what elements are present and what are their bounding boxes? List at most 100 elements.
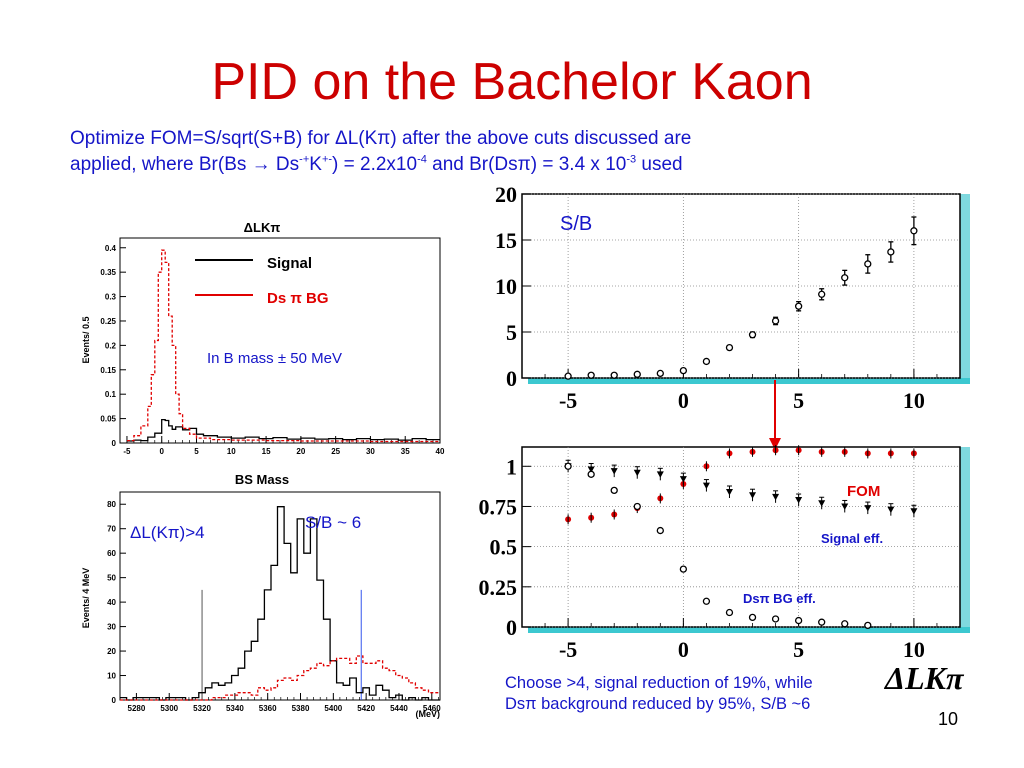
data-point — [702, 357, 711, 366]
subtitle-sup: -4 — [417, 153, 427, 166]
conclusion-line1: Choose >4, signal reduction of 19%, whil… — [505, 674, 813, 692]
sb-annotation: S/B ~ 6 — [305, 513, 361, 532]
x-tick-label: 5420 — [357, 704, 375, 713]
subtitle-sup: +- — [321, 153, 333, 166]
x-tick-label: 5460 — [423, 704, 441, 713]
histogram-bg-series — [120, 655, 440, 701]
sb-plot-label: S/B — [560, 213, 592, 235]
data-point — [794, 302, 803, 310]
connector-arrow — [769, 380, 781, 450]
y-tick-label: 40 — [107, 598, 116, 607]
data-point — [841, 620, 849, 628]
x-tick-label: 20 — [296, 447, 305, 456]
page-number: 10 — [938, 709, 959, 729]
data-point — [564, 462, 572, 470]
y-tick-label: 0 — [112, 439, 117, 448]
frame-shadow — [960, 447, 970, 627]
x-tick-label: 5 — [793, 637, 804, 662]
legend-signal-label: Signal — [267, 255, 312, 272]
frame-shadow — [528, 627, 970, 633]
plot-frame — [521, 446, 961, 628]
conclusion-text: Choose >4, signal reduction of 19%, whil… — [505, 673, 813, 715]
legend-bg-label: Ds π BG — [267, 290, 329, 307]
x-tick-label: 10 — [903, 388, 925, 413]
data-point — [771, 615, 780, 623]
x-tick-label: 5360 — [259, 704, 277, 713]
data-point — [748, 613, 757, 622]
chart-title: ΔLKπ — [244, 220, 281, 235]
x-tick-label: 30 — [366, 447, 375, 456]
y-tick-label: 0.5 — [490, 535, 518, 560]
data-point — [587, 470, 595, 478]
y-tick-label: 10 — [495, 274, 517, 299]
y-tick-label: 0.05 — [100, 415, 116, 424]
y-tick-label: 70 — [107, 525, 116, 534]
y-tick-label: 30 — [107, 623, 116, 632]
x-tick-label: -5 — [559, 388, 577, 413]
y-tick-label: 0.75 — [479, 494, 518, 519]
x-tick-label: 5320 — [193, 704, 211, 713]
subtitle-sup: -+ — [299, 153, 310, 166]
signal-eff-label: Signal eff. — [821, 531, 883, 546]
x-tick-label: 10 — [903, 637, 925, 662]
bs-mass-histogram-chart: BS Mass Events/ 4 MeV 0 10 20 30 40 50 60 70 80 5… — [81, 472, 441, 719]
sb-vs-cut-chart: -5 0 5 10 0 5 10 15 20 S/B — [495, 185, 970, 413]
data-point — [656, 526, 664, 535]
frame-shadow — [528, 378, 970, 384]
data-point — [633, 502, 641, 511]
subtitle-part: K — [309, 154, 322, 175]
fom-x-axis-label: ΔLKπ — [885, 660, 964, 696]
data-point — [679, 565, 688, 573]
y-tick-label: 15 — [495, 228, 517, 253]
frame-shadow — [960, 194, 970, 378]
subtitle-part: ) = 2.2x10 — [332, 154, 418, 175]
x-tick-label: 5440 — [390, 704, 408, 713]
x-tick-label: 5380 — [292, 704, 310, 713]
y-tick-label: 1 — [506, 454, 517, 479]
y-tick-label: 0 — [506, 615, 517, 640]
y-tick-label: 0.25 — [479, 575, 518, 600]
data-point — [610, 486, 618, 495]
data-point — [587, 371, 595, 379]
y-tick-label: 5 — [506, 320, 517, 345]
x-tick-label: 35 — [401, 447, 410, 456]
y-tick-label: 0 — [506, 366, 517, 391]
y-tick-label: 0.15 — [100, 366, 116, 375]
y-tick-label: 10 — [107, 672, 116, 681]
x-tick-label: 0 — [160, 447, 165, 456]
data-point — [771, 317, 780, 325]
x-tick-label: 25 — [331, 447, 340, 456]
x-tick-label: 5340 — [226, 704, 244, 713]
cut-annotation: ΔL(Kπ)>4 — [130, 523, 205, 542]
subtitle-line2: applied, where Br(Bs → Ds-+K+-) = 2.2x10… — [70, 154, 683, 176]
data-point — [656, 369, 664, 378]
data-point — [864, 621, 872, 630]
histogram-signal-series — [127, 418, 440, 442]
y-tick-label: 50 — [107, 574, 116, 583]
x-tick-label: -5 — [123, 447, 131, 456]
y-tick-label: 60 — [107, 549, 116, 558]
data-point — [887, 248, 895, 256]
mass-window-annotation: In B mass ± 50 MeV — [207, 350, 342, 367]
fom-label: FOM — [847, 483, 880, 500]
data-point — [679, 366, 688, 375]
y-tick-label: 0.2 — [105, 341, 117, 350]
x-tick-label: 5400 — [324, 704, 342, 713]
y-axis-label: Events/ 0.5 — [81, 316, 91, 363]
data-point — [725, 608, 734, 617]
y-axis-label: Events/ 4 MeV — [81, 568, 91, 629]
dlk-histogram-chart: ΔLKπ Events/ 0.5 0 0.05 0.1 0.15 0.2 0.25 0.3 0… — [81, 220, 445, 456]
data-point — [564, 372, 572, 380]
y-tick-label: 20 — [495, 185, 517, 207]
x-tick-label: 5280 — [128, 704, 146, 713]
plot-frame — [119, 237, 441, 444]
data-point — [633, 370, 641, 378]
y-tick-label: 80 — [107, 500, 116, 509]
x-axis-label: (MeV) — [416, 709, 441, 719]
x-tick-label: 15 — [262, 447, 271, 456]
x-tick-label: 5 — [793, 388, 804, 413]
y-tick-label: 0.25 — [100, 317, 116, 326]
data-point — [864, 260, 872, 268]
subtitle-part: used — [636, 154, 683, 175]
y-tick-label: 0.35 — [100, 268, 116, 277]
